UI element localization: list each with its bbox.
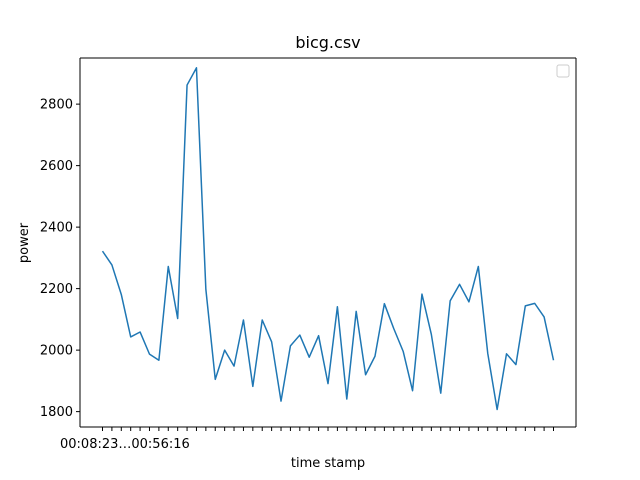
legend-box bbox=[556, 64, 570, 78]
series-line bbox=[101, 67, 555, 411]
y-tick-label: 2000 bbox=[40, 344, 73, 359]
y-tick-label: 2200 bbox=[40, 282, 73, 297]
series-layer bbox=[101, 67, 555, 411]
x-axis-label: time stamp bbox=[291, 456, 365, 471]
plot-area bbox=[79, 57, 577, 428]
y-tick-label: 1800 bbox=[40, 405, 73, 420]
y-axis-label: power bbox=[17, 222, 32, 263]
y-tick-label: 2600 bbox=[40, 159, 73, 174]
y-tick-label: 2400 bbox=[40, 221, 73, 236]
y-axis: 1800 2000 2200 2400 2600 2800 bbox=[40, 98, 80, 420]
x-axis: 00:08:23…00:56:16 bbox=[60, 427, 554, 452]
x-tick-labels-overlapping: 00:08:23…00:56:16 bbox=[60, 437, 190, 452]
plot-background bbox=[80, 58, 576, 427]
chart-title: bicg.csv bbox=[295, 33, 360, 52]
y-tick-label: 2800 bbox=[40, 98, 73, 113]
